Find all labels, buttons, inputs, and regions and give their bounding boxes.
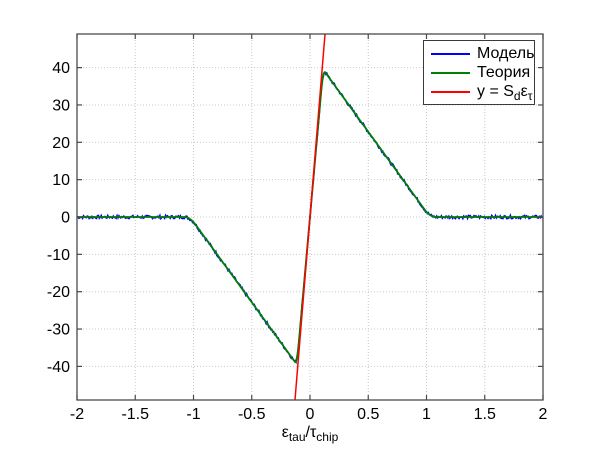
- legend-label-model: Модель: [477, 44, 535, 62]
- legend-label-theory: Теория: [477, 63, 531, 81]
- fit-label-sub-tau: τ: [527, 88, 533, 103]
- x-tick-label: 1.5: [474, 406, 496, 423]
- x-tick-label: 2: [539, 406, 548, 423]
- x-axis-label-symbol: ε: [281, 424, 289, 441]
- fit-label-pre: y = S: [477, 82, 514, 100]
- data-series: [76, 33, 544, 401]
- x-tick-label: -2: [70, 406, 84, 423]
- y-tick-label: 0: [61, 210, 70, 227]
- fit-label-epsilon: ε: [520, 82, 528, 100]
- fit-label-sub-d: d: [513, 88, 521, 103]
- legend[interactable]: Модель Теория y = Sdετ: [423, 40, 535, 105]
- y-tick-label: 40: [52, 60, 70, 77]
- legend-swatch-model-line: [431, 52, 470, 55]
- x-tick-label: 1: [422, 406, 431, 423]
- axes-box: [76, 33, 544, 401]
- y-tick-label: 20: [52, 135, 70, 152]
- x-axis-label-divider: /τ: [305, 424, 317, 441]
- x-tick-label: -1.5: [121, 406, 149, 423]
- y-tick-label: -40: [47, 359, 70, 376]
- y-tick-label: -20: [47, 284, 70, 301]
- x-axis-label-subscript-chip: chip: [316, 430, 339, 445]
- legend-swatch-theory-line: [431, 71, 470, 74]
- legend-entry-model: Модель: [424, 44, 535, 62]
- x-tick-label: 0: [306, 406, 315, 423]
- x-axis-label-subscript-tau: tau: [288, 430, 306, 445]
- series-fit-line: [294, 33, 326, 401]
- y-tick-label: 10: [52, 172, 70, 189]
- tick-labels: -2 -1.5 -1 -0.5 0 0.5 1 1.5 2 -40 -30 -20 -10 0 10 20 30…: [47, 60, 548, 423]
- x-tick-label: -0.5: [238, 406, 266, 423]
- legend-label-fit-line: y = Sdετ: [477, 82, 533, 103]
- legend-swatch-fit-line: [431, 90, 470, 93]
- x-tick-label: 0.5: [357, 406, 379, 423]
- x-axis-label: εtau/τchip: [281, 424, 339, 445]
- y-tick-label: 30: [52, 97, 70, 114]
- y-tick-label: -10: [47, 247, 70, 264]
- legend-entry-theory: Теория: [424, 63, 534, 81]
- legend-entry-fit-line: y = Sdετ: [424, 82, 534, 103]
- x-tick-label: -1: [186, 406, 200, 423]
- y-tick-label: -30: [47, 322, 70, 339]
